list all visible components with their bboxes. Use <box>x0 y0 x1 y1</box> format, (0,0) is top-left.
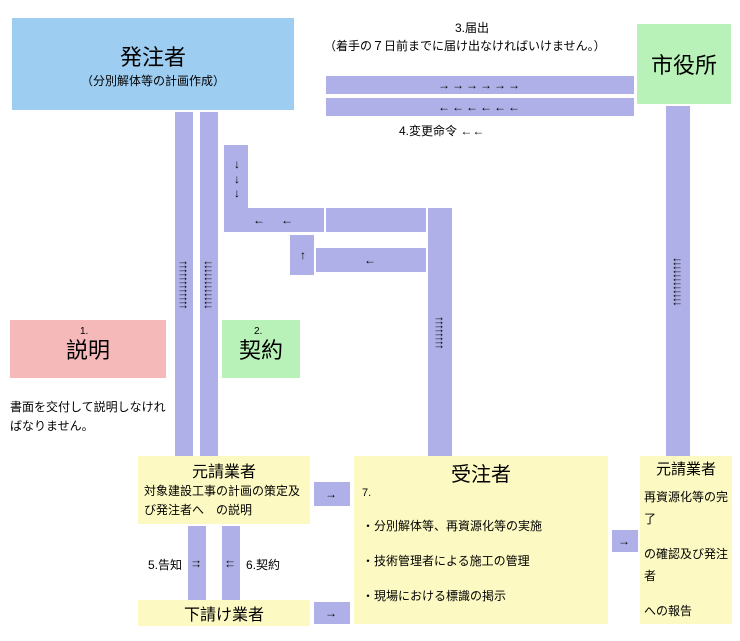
conn-contractor-up: ↑↑↑↑↑↑↑↑ <box>428 208 452 456</box>
arrows-v1: ↑↑↑↑↑↑↑↑↑↑↑↑ <box>178 260 190 308</box>
explain-num: 1. <box>80 326 88 337</box>
conn-sub-to-contractor: → <box>314 602 350 624</box>
prime1-title: 元請業者 <box>192 458 256 482</box>
node-contractor: 受注者 7. ・分別解体等、再資源化等の実施 ・技術管理者による施工の管理 ・現… <box>354 456 608 624</box>
prime2-l1: 再資源化等の完了 <box>644 487 728 530</box>
label-3-title: 3.届出 <box>455 19 489 36</box>
arrows-contractor-up: ↑↑↑↑↑↑↑↑ <box>434 316 446 348</box>
node-subcontractor: 下請け業者 <box>138 600 310 626</box>
arr-cp2a: → <box>618 535 632 547</box>
conn-orderer-down-2: ↓↓↓↓↓↓↓↓↓↓↓↓ <box>200 112 218 456</box>
arrows-stub: ↓ ↓ ↓ <box>234 157 238 200</box>
conn-top-right: →→→→→→ <box>326 76 634 94</box>
prime2-l2: の確認及び発注者 <box>644 544 728 587</box>
conn-prime1-sub-up: ↑↑ <box>188 526 206 600</box>
contractor-num: 7. <box>362 487 371 499</box>
arrows-v2: ↓↓↓↓↓↓↓↓↓↓↓↓ <box>203 260 215 308</box>
conn-orderer-down-1: ↑↑↑↑↑↑↑↑↑↑↑↑ <box>175 112 193 456</box>
label-3-desc: （着手の７日前までに届け出なければいけません。） <box>324 37 624 56</box>
prime2-title: 元請業者 <box>656 458 716 479</box>
conn-prime1-to-contractor: → <box>314 482 350 506</box>
arrow-p1c: → <box>325 488 339 500</box>
conn-mid-h1: ← ← <box>224 208 324 232</box>
conn-contractor-to-prime2a: → <box>612 530 638 552</box>
explain-note: 書面を交付して説明しなければなりません。 <box>10 398 170 436</box>
contractor-b2: ・技術管理者による施工の管理 <box>362 552 530 569</box>
conn-mid-v: ↑ <box>290 235 314 275</box>
orderer-sub: （分別解体等の計画作成） <box>81 72 225 89</box>
arrows-right: →→→→→→ <box>438 79 522 91</box>
label-4-text: 4.変更命令 <box>399 124 457 138</box>
arr-sc: → <box>325 607 339 619</box>
orderer-title: 発注者 <box>120 40 186 72</box>
contractor-title: 受注者 <box>451 458 511 487</box>
node-orderer: 発注者 （分別解体等の計画作成） <box>12 18 294 110</box>
node-prime1: 元請業者 対象建設工事の計画の策定及び発注者へ の説明 <box>138 456 310 524</box>
sub-title: 下請け業者 <box>184 601 264 625</box>
node-explain: 1. 説明 <box>10 320 166 378</box>
prime2-l3: への報告 <box>644 601 692 623</box>
conn-cityhall-down: ↓↓↓↓↓↓↓↓↓↓↓↓ <box>666 106 690 456</box>
conn-mid-h3: ← <box>316 248 426 272</box>
contract-num: 2. <box>254 326 262 337</box>
explain-title: 説明 <box>66 333 110 365</box>
arrows-left: ←←←←←← <box>438 101 522 113</box>
arrow-up: ↑ <box>300 249 304 261</box>
label-4-arrows: ←← <box>460 124 484 138</box>
label-6: 6.契約 <box>246 556 280 573</box>
cityhall-title: 市役所 <box>651 48 717 80</box>
label-5: 5.告知 <box>148 556 182 573</box>
arr-p1s-down: ↓↓ <box>225 559 237 567</box>
arrows-cityhall-down: ↓↓↓↓↓↓↓↓↓↓↓↓ <box>672 257 684 305</box>
contract-title: 契約 <box>239 333 283 365</box>
arrow-left-mid: ← <box>364 254 378 266</box>
arr-p1s-up: ↑↑ <box>191 559 203 567</box>
prime1-desc: 対象建設工事の計画の策定及び発注者へ の説明 <box>144 482 304 520</box>
conn-mid-h2 <box>326 208 426 232</box>
arrows-mid-left1: ← ← <box>253 214 295 226</box>
node-prime2: 元請業者 再資源化等の完了 の確認及び発注者 への報告 <box>640 456 732 624</box>
conn-prime1-sub-down: ↓↓ <box>222 526 240 600</box>
conn-top-left: ←←←←←← <box>326 98 634 116</box>
label-4: 4.変更命令 ←← <box>399 122 484 139</box>
node-cityhall: 市役所 <box>637 24 731 104</box>
contractor-b1: ・分別解体等、再資源化等の実施 <box>362 517 542 534</box>
node-contract: 2. 契約 <box>222 320 300 378</box>
conn-stub-down: ↓ ↓ ↓ <box>224 145 248 213</box>
contractor-b3: ・現場における標識の掲示 <box>362 587 506 604</box>
